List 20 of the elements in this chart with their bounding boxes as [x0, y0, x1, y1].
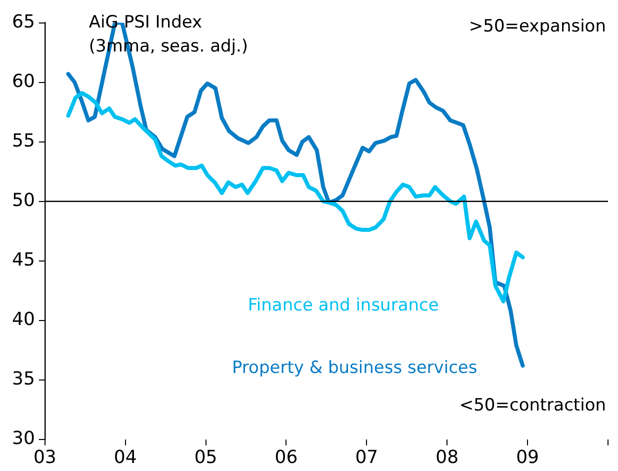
- text: Finance and insurance: [248, 296, 439, 316]
- y-tick-label: 65: [12, 11, 35, 32]
- x-tick-label: 03: [33, 446, 56, 468]
- y-tick-label: 40: [12, 309, 35, 330]
- x-tick-label: 07: [355, 446, 378, 468]
- x-tick-label: 08: [436, 446, 459, 468]
- chart-title: AiG PSI Index: [88, 12, 202, 33]
- y-tick-label: 55: [12, 130, 35, 152]
- y-tick-label: 60: [12, 70, 35, 92]
- x-tick-label: 06: [274, 446, 298, 468]
- y-tick-label: 50: [12, 190, 35, 212]
- y-tick-label: 35: [12, 368, 35, 390]
- x-tick-label: 04: [114, 446, 137, 468]
- x-tick-label: 05: [194, 446, 218, 468]
- annotation: >50=expansion: [468, 16, 606, 37]
- text: Property & business services: [232, 358, 478, 378]
- x-tick-label: 09: [516, 446, 540, 468]
- annotation: <50=contraction: [459, 395, 606, 416]
- y-tick-label: 45: [12, 250, 35, 271]
- y-tick-label: 30: [12, 428, 35, 450]
